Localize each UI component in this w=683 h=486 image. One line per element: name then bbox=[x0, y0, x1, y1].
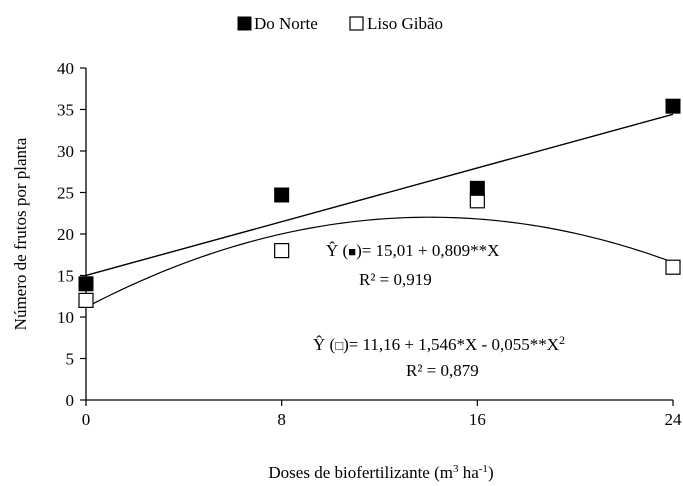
y-ticks: 0 5 10 15 20 25 30 35 40 bbox=[57, 59, 86, 410]
x-axis-title: Doses de biofertilizante (m3 ha-1) bbox=[268, 463, 493, 482]
y-tick-label: 0 bbox=[66, 391, 75, 410]
fit-curve-liso-gibao bbox=[85, 216, 674, 308]
r2-do-norte: R² = 0,919 bbox=[359, 270, 432, 289]
point-do-norte bbox=[665, 98, 681, 114]
equation-do-norte: Ŷ (■)= 15,01 + 0,809**X bbox=[326, 241, 499, 260]
point-liso-gibao bbox=[274, 243, 290, 259]
legend-label-liso-gibao: Liso Gibão bbox=[367, 14, 443, 33]
point-do-norte bbox=[469, 180, 485, 196]
y-tick-label: 10 bbox=[57, 308, 74, 327]
x-ticks: 0 8 16 24 bbox=[82, 400, 682, 429]
x-tick-label: 24 bbox=[665, 410, 683, 429]
point-liso-gibao bbox=[469, 193, 485, 209]
equation-liso-gibao: Ŷ (□)= 11,16 + 1,546*X - 0,055**X2 bbox=[313, 333, 565, 354]
y-tick-label: 25 bbox=[57, 184, 74, 203]
point-do-norte bbox=[78, 276, 94, 292]
fit-line-do-norte bbox=[85, 113, 674, 277]
y-tick-label: 20 bbox=[57, 225, 74, 244]
x-tick-label: 16 bbox=[469, 410, 486, 429]
data-points bbox=[78, 98, 681, 308]
legend-label-do-norte: Do Norte bbox=[254, 14, 318, 33]
x-tick-label: 0 bbox=[82, 410, 91, 429]
y-tick-label: 15 bbox=[57, 267, 74, 286]
legend-marker-do-norte bbox=[237, 16, 252, 31]
y-tick-label: 40 bbox=[57, 59, 74, 78]
r2-liso-gibao: R² = 0,879 bbox=[406, 361, 479, 380]
x-tick-label: 8 bbox=[277, 410, 286, 429]
y-tick-label: 35 bbox=[57, 101, 74, 120]
point-do-norte bbox=[274, 187, 290, 203]
y-tick-label: 30 bbox=[57, 142, 74, 161]
point-liso-gibao bbox=[78, 292, 94, 308]
legend: Do Norte Liso Gibão bbox=[237, 14, 443, 33]
y-axis-title: Número de frutos por planta bbox=[11, 137, 30, 330]
point-liso-gibao bbox=[665, 259, 681, 275]
legend-marker-liso-gibao bbox=[349, 16, 364, 31]
y-tick-label: 5 bbox=[66, 350, 75, 369]
